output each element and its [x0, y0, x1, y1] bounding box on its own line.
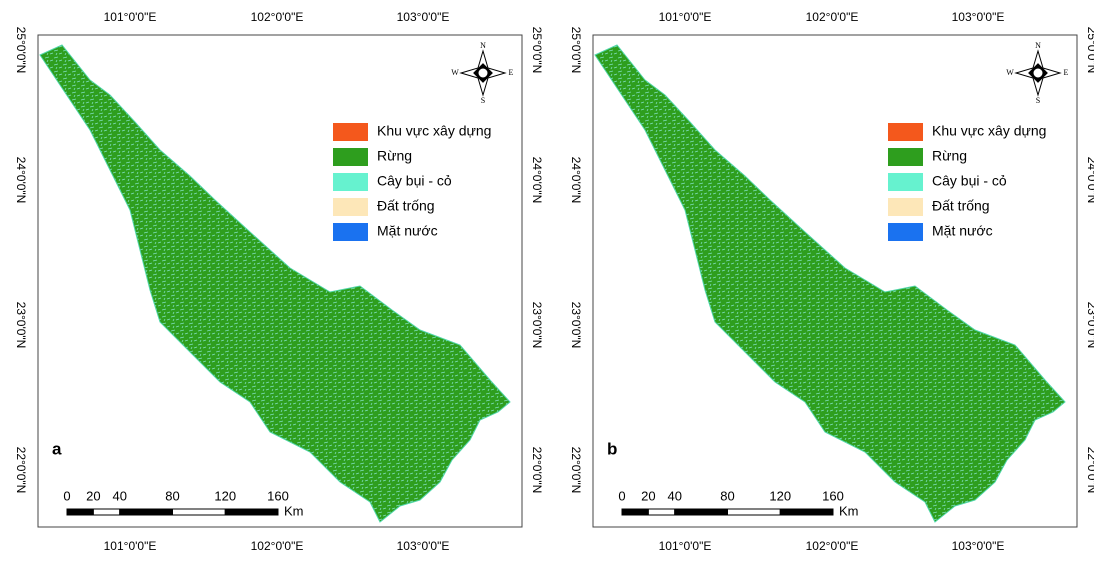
legend-label: Đất trống — [932, 198, 990, 214]
legend-label: Mặt nước — [377, 223, 438, 239]
scale-segment — [674, 508, 728, 516]
legend-swatch — [333, 198, 368, 216]
legend-label: Rừng — [377, 148, 412, 164]
longitude-label: 103°0'0"E — [952, 10, 1005, 24]
scale-label: 120 — [214, 488, 236, 503]
longitude-label: 101°0'0"E — [104, 10, 157, 24]
scale-segment — [119, 508, 173, 516]
scale-label: 40 — [113, 488, 127, 503]
scale-segment — [727, 508, 781, 516]
legend-label: Rừng — [932, 148, 967, 164]
legend-swatch — [333, 173, 368, 191]
scale-segment — [647, 508, 676, 516]
panel-label: b — [607, 439, 617, 458]
longitude-label: 103°0'0"E — [397, 539, 450, 553]
latitude-label: 25°0'0"N — [530, 27, 544, 74]
latitude-label: 23°0'0"N — [14, 302, 28, 349]
compass-w: W — [1006, 68, 1014, 77]
compass-ring — [477, 67, 489, 79]
latitude-label: 22°0'0"N — [530, 447, 544, 494]
compass-ring — [1032, 67, 1044, 79]
scale-label: 0 — [618, 488, 625, 503]
map-frame — [37, 34, 523, 528]
compass-e: E — [509, 68, 514, 77]
longitude-label: 103°0'0"E — [397, 10, 450, 24]
longitude-label: 103°0'0"E — [952, 539, 1005, 553]
latitude-label: 22°0'0"N — [569, 447, 583, 494]
legend-swatch — [888, 173, 923, 191]
compass-n: N — [480, 41, 486, 50]
longitude-label: 102°0'0"E — [251, 539, 304, 553]
legend-swatch — [333, 123, 368, 141]
latitude-label: 22°0'0"N — [1085, 447, 1094, 494]
longitude-label: 102°0'0"E — [806, 10, 859, 24]
scale-segment — [224, 508, 279, 516]
scale-label: 0 — [63, 488, 70, 503]
legend-swatch — [888, 148, 923, 166]
study-area — [39, 44, 511, 523]
latitude-label: 24°0'0"N — [14, 157, 28, 204]
longitude-label: 102°0'0"E — [806, 539, 859, 553]
legend-swatch — [888, 123, 923, 141]
scale-segment — [66, 508, 94, 516]
latitude-label: 25°0'0"N — [569, 27, 583, 74]
latitude-label: 23°0'0"N — [1085, 302, 1094, 349]
latitude-label: 25°0'0"N — [14, 27, 28, 74]
legend-label: Cây bụi - cỏ — [932, 173, 1007, 189]
scale-label: 20 — [641, 488, 655, 503]
legend-swatch — [888, 223, 923, 241]
scale-label: 40 — [668, 488, 682, 503]
scale-label: 80 — [165, 488, 179, 503]
compass-s: S — [481, 96, 485, 105]
longitude-label: 101°0'0"E — [104, 539, 157, 553]
scale-segment — [779, 508, 834, 516]
latitude-label: 23°0'0"N — [530, 302, 544, 349]
scale-segment — [621, 508, 649, 516]
map-frame — [592, 34, 1078, 528]
panel-label: a — [52, 439, 62, 458]
scale-segment — [92, 508, 121, 516]
legend-swatch — [888, 198, 923, 216]
scale-label: 160 — [267, 488, 289, 503]
legend-swatch — [333, 148, 368, 166]
scale-label: 160 — [822, 488, 844, 503]
legend-swatch — [333, 223, 368, 241]
legend-label: Đất trống — [377, 198, 435, 214]
compass-e: E — [1064, 68, 1069, 77]
legend-label: Cây bụi - cỏ — [377, 173, 452, 189]
latitude-label: 24°0'0"N — [530, 157, 544, 204]
scale-segment — [172, 508, 226, 516]
compass-s: S — [1036, 96, 1040, 105]
compass-w: W — [451, 68, 459, 77]
latitude-label: 22°0'0"N — [14, 447, 28, 494]
longitude-label: 101°0'0"E — [659, 539, 712, 553]
scale-label: 20 — [86, 488, 100, 503]
scale-label: 120 — [769, 488, 791, 503]
map-panel: 101°0'0"E 101°0'0"E 102°0'0"E 102°0'0"E 103°… — [14, 10, 544, 553]
scale-label: 80 — [720, 488, 734, 503]
scale-unit: Km — [284, 503, 304, 518]
compass-n: N — [1035, 41, 1041, 50]
latitude-label: 24°0'0"N — [569, 157, 583, 204]
latitude-label: 24°0'0"N — [1085, 157, 1094, 204]
scale-unit: Km — [839, 503, 859, 518]
legend-label: Khu vực xây dựng — [377, 123, 491, 139]
latitude-label: 25°0'0"N — [1085, 27, 1094, 74]
legend-label: Khu vực xây dựng — [932, 123, 1046, 139]
map-panel: 101°0'0"E 101°0'0"E 102°0'0"E 102°0'0"E 103°… — [569, 10, 1094, 553]
latitude-label: 23°0'0"N — [569, 302, 583, 349]
legend-label: Mặt nước — [932, 223, 993, 239]
study-area — [594, 44, 1066, 523]
longitude-label: 101°0'0"E — [659, 10, 712, 24]
longitude-label: 102°0'0"E — [251, 10, 304, 24]
